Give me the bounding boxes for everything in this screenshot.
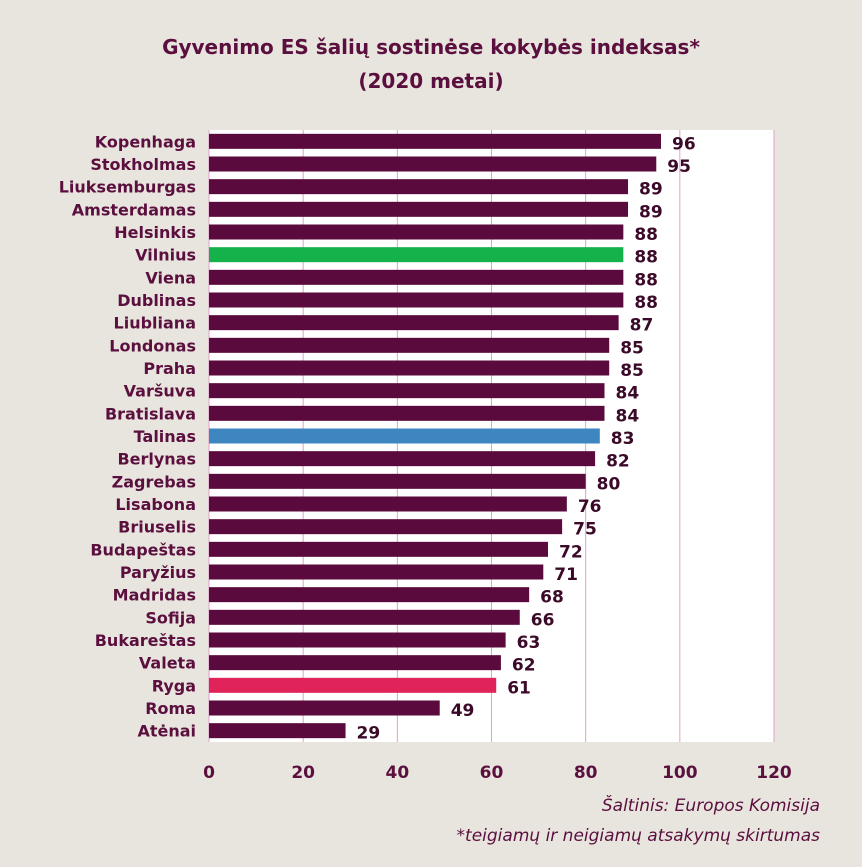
x-tick-label: 120 bbox=[756, 763, 792, 783]
category-label: Roma bbox=[145, 699, 196, 718]
value-label: 96 bbox=[672, 134, 696, 154]
chart-title: Gyvenimo ES šalių sostinėse kokybės inde… bbox=[162, 35, 700, 59]
value-label: 29 bbox=[357, 724, 381, 744]
value-label: 85 bbox=[620, 361, 644, 381]
bar bbox=[209, 292, 624, 308]
bar bbox=[209, 451, 596, 467]
value-labels: 9695898988888888878585848483828076757271… bbox=[357, 134, 696, 743]
category-label: Helsinkis bbox=[114, 223, 196, 242]
category-label: Zagrebas bbox=[112, 472, 196, 491]
bar bbox=[209, 383, 605, 399]
category-label: Berlynas bbox=[117, 450, 196, 469]
x-tick-label: 60 bbox=[480, 763, 504, 783]
category-labels: Kopenhaga Stokholmas Liuksemburgas Amsterda… bbox=[59, 132, 196, 740]
bar bbox=[209, 360, 610, 376]
bar bbox=[209, 133, 661, 149]
value-label: 75 bbox=[573, 520, 597, 540]
value-label: 82 bbox=[606, 452, 630, 472]
category-label: Stokholmas bbox=[90, 155, 196, 174]
value-label: 89 bbox=[639, 180, 663, 200]
category-label: Valeta bbox=[139, 654, 196, 673]
value-label: 87 bbox=[630, 316, 654, 336]
value-label: 85 bbox=[620, 338, 644, 358]
bar bbox=[209, 519, 563, 535]
category-label: Varšuva bbox=[124, 382, 196, 401]
value-label: 88 bbox=[634, 248, 658, 268]
category-label: Atėnai bbox=[137, 722, 196, 741]
category-label: Amsterdamas bbox=[72, 200, 196, 219]
bar bbox=[209, 700, 440, 716]
category-label: Budapeštas bbox=[90, 540, 196, 559]
value-label: 72 bbox=[559, 542, 583, 562]
bar bbox=[209, 587, 530, 603]
value-label: 71 bbox=[554, 565, 578, 585]
bar bbox=[209, 315, 619, 331]
category-label: Dublinas bbox=[117, 291, 196, 310]
value-label: 63 bbox=[517, 633, 541, 653]
bar bbox=[209, 201, 629, 217]
category-label: Kopenhaga bbox=[95, 132, 196, 151]
x-tick-label: 100 bbox=[662, 763, 698, 783]
bar bbox=[209, 564, 544, 580]
bars bbox=[209, 133, 661, 739]
bar bbox=[209, 632, 506, 648]
category-label: Madridas bbox=[113, 586, 196, 605]
category-label: Lisabona bbox=[115, 495, 196, 514]
x-tick-label: 20 bbox=[291, 763, 315, 783]
bar bbox=[209, 269, 624, 285]
category-label: Ryga bbox=[152, 676, 196, 695]
category-label: Viena bbox=[145, 268, 196, 287]
category-label: Briuselis bbox=[118, 518, 196, 537]
category-label: Paryžius bbox=[120, 563, 196, 582]
footnote: *teigiamų ir neigiamų atsakymų skirtumas bbox=[456, 826, 820, 846]
x-tick-label: 0 bbox=[203, 763, 215, 783]
source-note: Šaltinis: Europos Komisija bbox=[601, 796, 820, 816]
bar bbox=[209, 609, 520, 625]
value-label: 83 bbox=[611, 429, 635, 449]
value-label: 95 bbox=[667, 157, 691, 177]
bar bbox=[209, 179, 629, 195]
bar bbox=[209, 473, 586, 489]
category-label: Bukareštas bbox=[95, 631, 196, 650]
bar bbox=[209, 541, 548, 557]
bar bbox=[209, 496, 567, 512]
bar bbox=[209, 337, 610, 353]
x-tick-label: 80 bbox=[574, 763, 598, 783]
category-label: Praha bbox=[143, 359, 196, 378]
value-label: 88 bbox=[634, 270, 658, 290]
x-tick-label: 40 bbox=[385, 763, 409, 783]
value-label: 80 bbox=[597, 474, 621, 494]
value-label: 88 bbox=[634, 293, 658, 313]
category-label: Talinas bbox=[134, 427, 196, 446]
bar bbox=[209, 224, 624, 240]
bar bbox=[209, 428, 600, 444]
bar bbox=[209, 723, 346, 739]
value-label: 68 bbox=[540, 588, 564, 608]
category-label: Liubliana bbox=[114, 314, 196, 333]
bar bbox=[209, 677, 497, 693]
category-label: Vilnius bbox=[135, 246, 196, 265]
category-label: Liuksemburgas bbox=[59, 178, 196, 197]
x-tick-labels: 0 20 40 60 80 100 120 bbox=[203, 763, 792, 783]
value-label: 84 bbox=[616, 406, 640, 426]
bar bbox=[209, 655, 501, 671]
bar bbox=[209, 405, 605, 421]
value-label: 88 bbox=[634, 225, 658, 245]
bar bbox=[209, 247, 624, 263]
value-label: 66 bbox=[531, 610, 555, 630]
value-label: 76 bbox=[578, 497, 602, 517]
bar bbox=[209, 156, 657, 172]
value-label: 62 bbox=[512, 656, 536, 676]
chart-subtitle: (2020 metai) bbox=[358, 69, 504, 93]
value-label: 61 bbox=[507, 678, 531, 698]
value-label: 89 bbox=[639, 202, 663, 222]
category-label: Sofija bbox=[145, 608, 196, 627]
value-label: 84 bbox=[616, 384, 640, 404]
bar-chart: Kopenhaga Stokholmas Liuksemburgas Amsterda… bbox=[59, 130, 792, 783]
category-label: Londonas bbox=[109, 336, 196, 355]
value-label: 49 bbox=[451, 701, 475, 721]
category-label: Bratislava bbox=[105, 404, 196, 423]
chart-title-block: Gyvenimo ES šalių sostinėse kokybės inde… bbox=[0, 30, 862, 98]
